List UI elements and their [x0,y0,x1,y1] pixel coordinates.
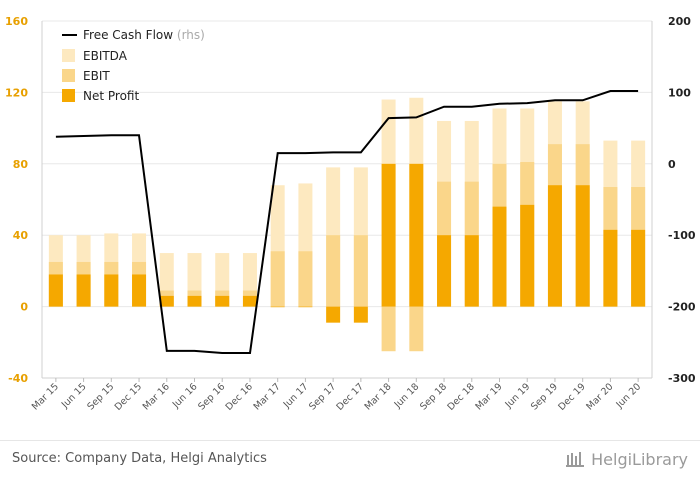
x-tick-label: Jun 16 [170,381,200,411]
ebit-bar [326,235,341,307]
net-profit-bar [159,295,174,307]
chart: -40 0 40 80 120 160 -300 -200 -100 0 100 200 Mar 1… [5,15,696,413]
legend-label-free-cash-flow: Free Cash Flow (rhs) [83,28,205,42]
net-profit-bar [381,163,396,307]
net-profit-bar [215,295,230,307]
net-profit-bar [326,306,341,323]
x-tick-label: Mar 19 [473,381,504,412]
right-tick-label: 100 [668,86,691,99]
legend-swatch-ebit [62,69,75,82]
net-profit-bar [520,204,535,307]
x-tick-label: Mar 20 [584,381,615,412]
net-profit-bar [631,229,646,307]
x-tick-label: Mar 15 [30,381,61,412]
left-tick-label: 120 [5,86,28,99]
x-tick-label: Jun 19 [503,381,533,411]
ebit-bar [409,306,424,352]
right-axis-ticks: -300 -200 -100 0 100 200 [668,15,696,385]
net-profit-bar [187,295,202,307]
net-profit-bar [437,235,452,307]
x-tick-label: Sep 15 [85,381,116,412]
x-tick-label: Dec 15 [113,381,144,412]
net-profit-bar [298,306,313,308]
net-profit-bar [492,206,507,307]
ebit-bar [353,235,368,307]
right-tick-label: -200 [668,301,696,314]
library-icon [566,452,585,467]
x-tick-label: Mar 16 [141,381,172,412]
free-cash-flow-line [55,90,639,354]
legend-label-net-profit: Net Profit [83,89,139,103]
x-tick-label: Sep 17 [307,381,338,412]
footer: Source: Company Data, Helgi Analytics He… [0,440,700,484]
right-tick-label: -300 [668,372,696,385]
left-tick-label: 0 [20,301,28,314]
left-axis-ticks: -40 0 40 80 120 160 [5,15,28,385]
x-tick-label: Dec 18 [445,381,476,412]
net-profit-bar [48,274,63,307]
legend-swatch-ebitda [62,49,75,62]
right-tick-label: 200 [668,15,691,28]
x-tick-label: Sep 16 [196,381,227,412]
net-profit-bar [575,185,590,307]
ebit-bar [298,251,313,307]
legend-label-ebit: EBIT [83,69,110,83]
brand-logo[interactable]: HelgiLibrary [564,449,688,469]
right-tick-label: 0 [668,158,676,171]
x-tick-label: Mar 18 [363,381,394,412]
net-profit-bar [353,306,368,323]
x-tick-label: Jun 20 [614,381,644,411]
left-tick-label: 80 [13,158,29,171]
x-tick-label: Sep 19 [529,381,560,412]
x-tick-label: Jun 17 [281,381,311,411]
net-profit-bar [104,274,119,307]
legend: Free Cash Flow (rhs) EBITDA EBIT Net Pro… [62,28,205,103]
ebit-bar [270,251,285,307]
right-tick-label: -100 [668,229,696,242]
x-tick-label: Sep 18 [418,381,449,412]
net-profit-bar [132,274,147,307]
x-tick-label: Mar 17 [252,381,283,412]
source-note: Source: Company Data, Helgi Analytics [12,451,267,466]
net-profit-bar [242,295,257,307]
legend-swatch-net-profit [62,89,75,102]
net-profit-bar [603,229,618,307]
x-tick-label: Dec 16 [224,381,255,412]
left-tick-label: 160 [5,15,28,28]
brand-name: HelgiLibrary [591,449,688,469]
net-profit-bars [48,163,646,323]
axes [41,21,653,379]
net-profit-bar [76,274,91,307]
net-profit-bar [547,185,562,307]
x-tick-label: Dec 17 [335,381,366,412]
net-profit-bar [270,306,285,308]
left-tick-label: -40 [8,372,28,385]
net-profit-bar [464,235,479,307]
x-tick-label: Dec 19 [556,381,587,412]
legend-label-ebitda: EBITDA [83,49,128,63]
x-tick-label: Jun 18 [392,381,422,411]
left-tick-label: 40 [13,229,29,242]
ebit-bar [381,306,396,352]
net-profit-bar [409,163,424,307]
x-tick-label: Jun 15 [59,381,89,411]
